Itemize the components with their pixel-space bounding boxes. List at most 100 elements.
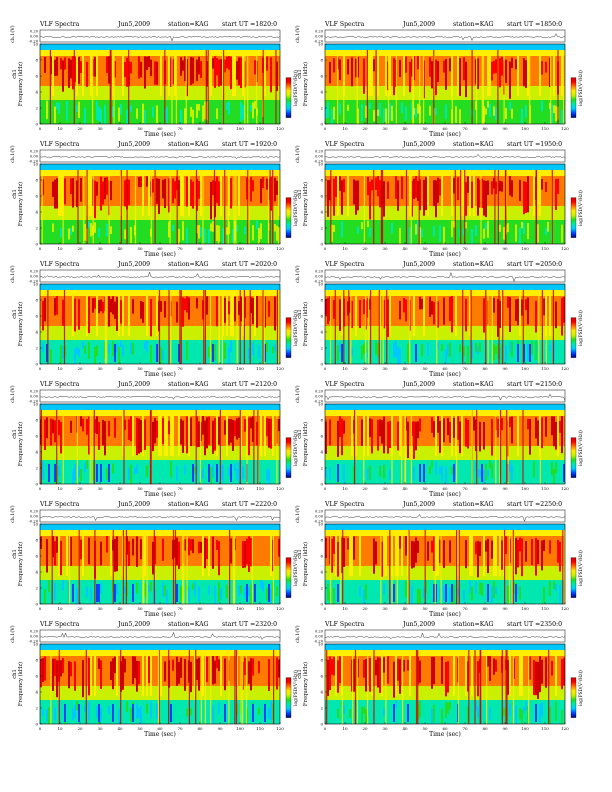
panel-title: VLF Spectra (324, 381, 365, 388)
ch1-trace (40, 36, 281, 42)
y-tick-label: 8 (320, 658, 323, 663)
y-tick-label: 2 (320, 466, 323, 471)
x-tick-label: 20 (362, 366, 368, 371)
y-tick-label: 10 (33, 282, 39, 287)
x-tick-label: 40 (117, 606, 123, 611)
ch1-tick-label: -0.20 (29, 40, 39, 44)
y-tick-label: 4 (320, 690, 323, 695)
ch1-tick-label: 0.00 (30, 395, 39, 399)
x-axis-label: Time (sec) (144, 731, 176, 738)
y-axis-label: Frequency (kHz) (17, 302, 24, 346)
ch1-tick-label: -0.20 (314, 160, 324, 164)
ch1-tick-label: -0.20 (314, 280, 324, 284)
x-tick-label: 40 (402, 366, 408, 371)
x-tick-label: 40 (117, 126, 123, 131)
x-tick-label: 20 (77, 246, 83, 251)
x-tick-label: 120 (561, 726, 569, 731)
panel-date: Jun5,2009 (117, 621, 150, 628)
ch1-axis-label: ch.1(V) (294, 265, 301, 283)
ch1-tick-label: -0.20 (29, 520, 39, 524)
y-tick-label: 0 (35, 722, 38, 727)
panel-start-ut: start UT =1920:0 (222, 141, 277, 148)
x-tick-label: 110 (541, 126, 549, 131)
x-tick-label: 70 (177, 246, 183, 251)
ch1-tick-label: 0.20 (30, 390, 39, 394)
y-tick-label: 0 (35, 482, 38, 487)
x-tick-label: 110 (541, 246, 549, 251)
y-tick-label: 8 (35, 58, 38, 63)
panel-title: VLF Spectra (324, 261, 365, 268)
colorbar (570, 317, 577, 358)
colorbar-label: log(PSD(V²/Hz)) (578, 670, 584, 706)
y-axis-label: Frequency (kHz) (302, 182, 309, 226)
y-tick-label: 6 (35, 194, 38, 199)
y-tick-label: 2 (320, 706, 323, 711)
x-tick-label: 10 (57, 486, 63, 491)
colorbar-label: log(PSD(V²/Hz)) (293, 550, 299, 586)
colorbar (570, 557, 577, 598)
x-axis-label: Time (sec) (429, 131, 461, 138)
x-tick-label: 110 (541, 606, 549, 611)
x-tick-label: 40 (117, 486, 123, 491)
x-tick-label: 60 (442, 366, 448, 371)
x-tick-label: 70 (177, 486, 183, 491)
y-tick-label: 0 (320, 482, 323, 487)
spectrogram (325, 404, 565, 484)
ch1-axis-label: ch.1(V) (9, 25, 16, 43)
y-tick-label: 8 (35, 178, 38, 183)
x-tick-label: 80 (197, 126, 203, 131)
x-tick-label: 50 (422, 126, 428, 131)
ch1-trace (324, 393, 566, 401)
x-tick-label: 50 (137, 246, 143, 251)
x-tick-label: 10 (342, 606, 348, 611)
x-tick-label: 30 (97, 486, 103, 491)
panel-station: station=KAG (453, 261, 494, 268)
x-tick-label: 110 (256, 126, 264, 131)
x-tick-label: 120 (276, 606, 284, 611)
x-tick-label: 30 (382, 366, 388, 371)
ch1-frame (324, 269, 566, 283)
x-tick-label: 100 (236, 606, 244, 611)
x-tick-label: 60 (442, 246, 448, 251)
y-axis-channel: ch1 (12, 309, 18, 319)
x-tick-label: 70 (177, 606, 183, 611)
x-tick-label: 80 (482, 726, 488, 731)
y-tick-label: 4 (35, 450, 38, 455)
y-tick-label: 10 (33, 42, 39, 47)
y-tick-label: 8 (320, 298, 323, 303)
colorbar-label: log(PSD(V²/Hz)) (293, 430, 299, 466)
spectrogram (325, 284, 565, 364)
x-tick-label: 120 (561, 246, 569, 251)
y-tick-label: 8 (35, 298, 38, 303)
vlf-panel: VLF Spectra Jun5,2009 station=KAG start UT … (294, 141, 584, 258)
x-tick-label: 120 (276, 366, 284, 371)
y-axis-channel: ch1 (297, 69, 303, 79)
y-axis-label: Frequency (kHz) (17, 662, 24, 706)
y-tick-label: 10 (318, 402, 324, 407)
panel-title: VLF Spectra (39, 381, 80, 388)
spectrogram (325, 524, 565, 604)
y-axis-channel: ch1 (297, 549, 303, 559)
x-tick-label: 0 (39, 726, 42, 731)
x-tick-label: 30 (382, 606, 388, 611)
y-tick-label: 6 (35, 434, 38, 439)
y-axis-label: Frequency (kHz) (302, 302, 309, 346)
x-tick-label: 90 (217, 246, 223, 251)
x-tick-label: 10 (57, 126, 63, 131)
x-axis-label: Time (sec) (429, 491, 461, 498)
y-tick-label: 4 (35, 690, 38, 695)
y-axis-channel: ch1 (12, 669, 18, 679)
x-tick-label: 50 (422, 366, 428, 371)
x-tick-label: 70 (177, 126, 183, 131)
x-tick-label: 20 (362, 246, 368, 251)
y-axis-label: Frequency (kHz) (17, 422, 24, 466)
x-tick-label: 20 (77, 486, 83, 491)
x-tick-label: 20 (362, 126, 368, 131)
y-tick-label: 4 (320, 210, 323, 215)
colorbar-label: log(PSD(V²/Hz)) (293, 310, 299, 346)
ch1-tick-label: 0.20 (30, 150, 39, 154)
colorbar (285, 677, 292, 718)
y-tick-label: 2 (35, 346, 38, 351)
x-tick-label: 90 (502, 726, 508, 731)
x-tick-label: 10 (342, 246, 348, 251)
